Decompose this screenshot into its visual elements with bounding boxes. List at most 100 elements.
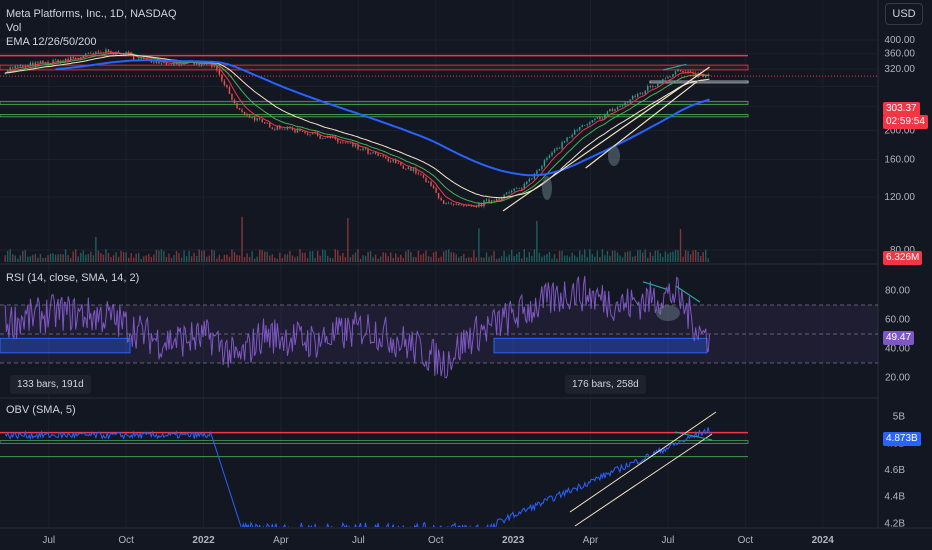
volume-bar [112, 255, 115, 262]
candle-body [246, 114, 248, 116]
candle-body [352, 142, 354, 147]
volume-bar [334, 249, 336, 262]
candle-body [458, 203, 460, 206]
volume-bar [533, 249, 536, 262]
candle-body [274, 128, 276, 130]
candle-body [442, 200, 445, 204]
volume-bar [153, 254, 155, 262]
volume-bar [279, 252, 281, 262]
candle-body [319, 135, 321, 139]
volume-bar [29, 256, 32, 262]
candle-body [546, 157, 548, 161]
candle-body [639, 93, 641, 95]
price-tick-label: 360.00 [884, 49, 915, 60]
candle-body [417, 173, 420, 174]
volume-bar [561, 250, 563, 262]
candle-body [158, 60, 160, 64]
candle-body [621, 105, 624, 107]
volume-bar [684, 250, 687, 262]
obv-legend[interactable]: OBV (SMA, 5) [6, 404, 76, 416]
rsi-legend[interactable]: RSI (14, close, SMA, 14, 2) [6, 272, 140, 284]
candle-body [236, 103, 238, 108]
volume-bar [442, 251, 445, 262]
volume-bar [228, 256, 231, 262]
volume-bar [445, 250, 447, 262]
volume-bar [175, 251, 178, 262]
volume-bar [558, 250, 561, 262]
candle-body [332, 136, 334, 139]
ema200-line [55, 59, 710, 177]
candle-body [495, 198, 498, 201]
candle-body [321, 138, 324, 139]
volume-bar [450, 252, 452, 262]
volume-bar [599, 257, 601, 262]
volume-bar [430, 256, 432, 262]
obv-badge: 4.873B [883, 432, 921, 446]
volume-bar [420, 254, 422, 262]
volume-bar [165, 256, 168, 262]
volume-bar [110, 257, 112, 262]
candle-body [52, 59, 54, 64]
volume-bar [579, 250, 581, 262]
volume-bar [246, 253, 248, 262]
volume-bar [694, 249, 697, 262]
volume-bar [422, 253, 425, 262]
candle-body [705, 75, 707, 78]
volume-bar [168, 253, 170, 262]
rsi-trend-line [642, 281, 667, 290]
candle-body [97, 51, 100, 53]
highlight-ellipse [608, 146, 620, 166]
volume-bar [44, 257, 47, 262]
volume-bar [568, 256, 571, 262]
volume-bar [631, 256, 634, 262]
volume-bar [309, 251, 311, 262]
candle-body [689, 71, 692, 73]
candle-body [339, 142, 342, 143]
candle-body [62, 60, 64, 62]
candle-body [170, 64, 173, 66]
volume-bar [107, 253, 110, 262]
volume-bar [410, 251, 412, 262]
ema-legend[interactable]: EMA 12/26/50/200 [6, 36, 97, 48]
candle-body [573, 130, 576, 135]
candle-body [556, 147, 558, 150]
volume-bar [649, 252, 651, 262]
candle-body [445, 202, 447, 204]
volume-bar [241, 216, 243, 262]
volume-bar [367, 251, 369, 262]
volume-bar [4, 255, 6, 262]
candle-body [553, 149, 556, 153]
candle-body [39, 60, 42, 63]
x-tick-label: Jul [662, 535, 675, 546]
candle-body [384, 156, 387, 159]
volume-bar [34, 253, 37, 262]
candle-body [306, 133, 309, 135]
rsi-tick-label: 20.00 [885, 373, 910, 384]
candle-body [395, 159, 397, 163]
volume-bar [193, 252, 195, 262]
volume-bar [435, 251, 437, 262]
volume-bar [624, 252, 626, 262]
candle-body [642, 93, 644, 94]
candle-body [551, 152, 553, 156]
volume-bar [39, 254, 42, 262]
candle-body [14, 66, 16, 69]
volume-bar [354, 252, 357, 262]
candle-body [493, 200, 495, 201]
volume-bar [155, 249, 158, 262]
candle-body [528, 179, 531, 182]
volume-bar [304, 252, 306, 262]
volume-bar [490, 255, 493, 262]
candle-body [178, 64, 180, 65]
volume-bar [158, 250, 160, 262]
volume-bar [130, 253, 132, 262]
volume-bar [447, 249, 450, 262]
candle-body [526, 181, 528, 184]
x-tick-label: Jul [42, 535, 55, 546]
volume-bar [54, 254, 57, 262]
candle-body [374, 152, 377, 154]
candle-body [490, 200, 493, 204]
volume-legend[interactable]: Vol [6, 22, 22, 34]
currency-button[interactable]: USD [885, 3, 923, 25]
